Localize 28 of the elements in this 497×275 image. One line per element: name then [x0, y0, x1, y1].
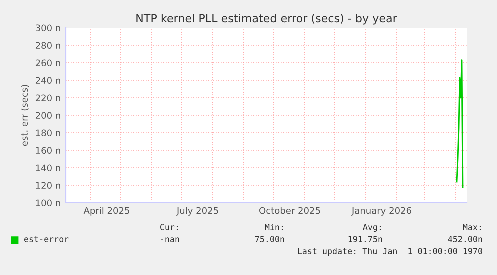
- chart-title: NTP kernel PLL estimated error (secs) - by year: [136, 14, 398, 25]
- y-tick-label: 200 n: [36, 112, 60, 120]
- text: 75.00n: [255, 236, 284, 242]
- text: Min:: [265, 224, 283, 230]
- text: Last update: Thu Jan 1 01:00:00 1970: [298, 248, 482, 256]
- x-tick-label: April 2025: [84, 207, 130, 216]
- x-tick-label: July 2025: [176, 207, 218, 216]
- y-tick-label: 140 n: [36, 164, 60, 172]
- legend-label: est-error: [24, 236, 69, 242]
- text: Max:: [463, 224, 481, 230]
- y-tick-label: 280 n: [36, 42, 60, 50]
- y-tick-label: 240 n: [36, 77, 60, 84]
- text: 452.00n: [448, 236, 482, 242]
- y-tick-label: 160 n: [36, 147, 60, 154]
- text: 191.75n: [348, 236, 382, 242]
- text: Cur:: [160, 224, 178, 230]
- x-tick-label: January 2026: [352, 207, 412, 216]
- text: -nan: [161, 238, 180, 242]
- y-tick-label: 120 n: [36, 182, 60, 190]
- text: Avg:: [363, 224, 381, 232]
- y-axis-title: est. err (secs): [21, 85, 30, 146]
- x-tick-label: October 2025: [260, 207, 320, 214]
- y-tick-label: 180 n: [36, 130, 60, 137]
- y-tick-label: 300 n: [36, 24, 60, 32]
- y-tick-label: 260 n: [36, 60, 60, 67]
- y-tick-label: 220 n: [36, 94, 60, 102]
- line-series: [456, 60, 464, 188]
- y-tick-label: 100 n: [36, 200, 60, 207]
